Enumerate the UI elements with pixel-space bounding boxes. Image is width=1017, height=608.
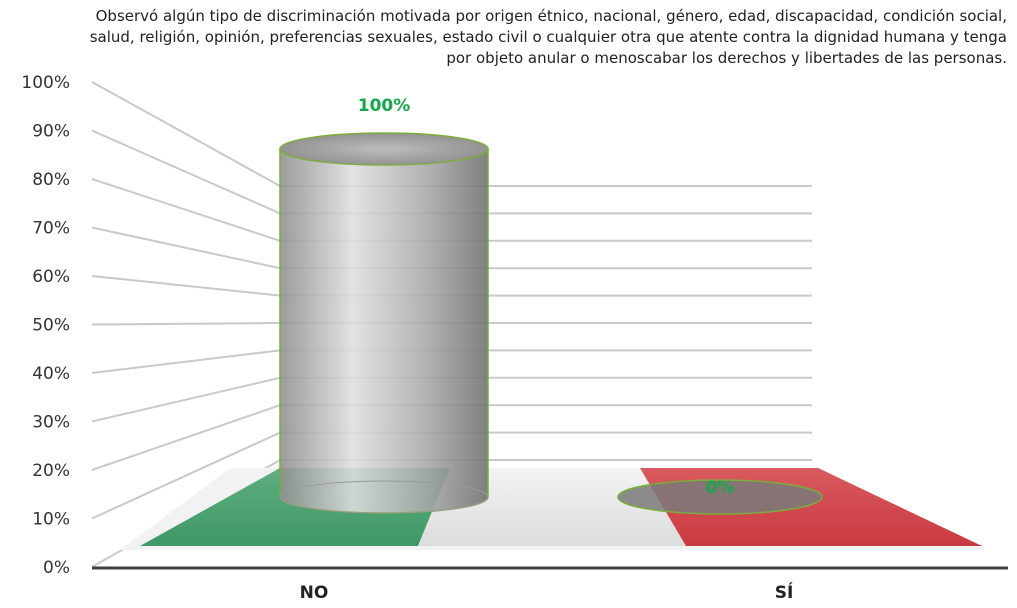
gridline-side — [91, 404, 281, 471]
gridline-side — [91, 431, 281, 520]
gridline-side — [91, 81, 281, 187]
y-tick-label: 100% — [21, 73, 70, 93]
gridline-side — [91, 322, 281, 326]
chart-title: Observó algún tipo de discriminación mot… — [89, 7, 1007, 67]
category-label: NO — [300, 583, 329, 603]
y-tick-label: 0% — [43, 558, 70, 578]
y-tick-label: 70% — [32, 219, 70, 239]
gridline-side — [91, 349, 281, 374]
y-tick-label: 80% — [32, 170, 70, 190]
bar-cylinder-top — [279, 132, 489, 166]
y-tick-label: 60% — [32, 267, 70, 287]
bar-cylinder-base — [279, 480, 489, 514]
data-label: 100% — [358, 96, 411, 116]
y-tick-label: 10% — [32, 510, 70, 530]
y-tick-label: 90% — [32, 122, 70, 142]
y-tick-label: 50% — [32, 316, 70, 336]
bar-cylinder-body — [279, 148, 489, 514]
category-label: SÍ — [775, 581, 794, 603]
bar-cylinder-top — [617, 479, 823, 515]
gridline-side — [91, 275, 281, 297]
y-tick-label: 40% — [32, 364, 70, 384]
y-tick-label: 20% — [32, 461, 70, 481]
gridline-side — [91, 226, 281, 270]
data-label: 0% — [706, 478, 735, 498]
gridline-side — [91, 178, 281, 242]
y-tick-label: 30% — [32, 413, 70, 433]
gridline-side — [91, 129, 281, 215]
gridline-side — [91, 376, 281, 423]
